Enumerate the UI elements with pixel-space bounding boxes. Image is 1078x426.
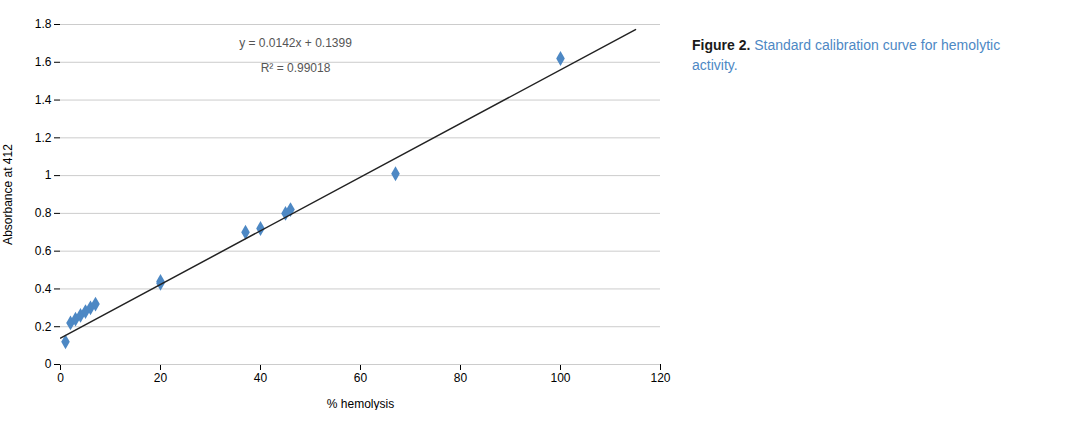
svg-text:1: 1	[45, 168, 52, 182]
svg-text:Absorbance at 412: Absorbance at 412	[1, 144, 15, 245]
svg-text:1.2: 1.2	[35, 131, 52, 145]
html-text:Figure 2. Standard calibration: Figure 2. Standard calibration curve for…	[692, 37, 1001, 73]
svg-text:60: 60	[354, 371, 368, 385]
svg-text:0.4: 0.4	[35, 282, 52, 296]
svg-text:1.8: 1.8	[35, 17, 52, 31]
svg-text:20: 20	[154, 371, 168, 385]
svg-text:R² = 0.99018: R² = 0.99018	[261, 61, 331, 75]
svg-text:120: 120	[650, 371, 670, 385]
svg-text:0.6: 0.6	[35, 244, 52, 258]
svg-text:100: 100	[550, 371, 570, 385]
svg-text:0.2: 0.2	[35, 320, 52, 334]
svg-text:0.8: 0.8	[35, 206, 52, 220]
svg-text:80: 80	[454, 371, 468, 385]
svg-text:% hemolysis: % hemolysis	[327, 397, 394, 411]
svg-text:1.6: 1.6	[35, 55, 52, 69]
svg-text:40: 40	[254, 371, 268, 385]
svg-text:0: 0	[45, 357, 52, 371]
svg-text:0: 0	[57, 371, 64, 385]
svg-text:1.4: 1.4	[35, 93, 52, 107]
svg-text:y = 0.0142x + 0.1399: y = 0.0142x + 0.1399	[239, 36, 352, 50]
